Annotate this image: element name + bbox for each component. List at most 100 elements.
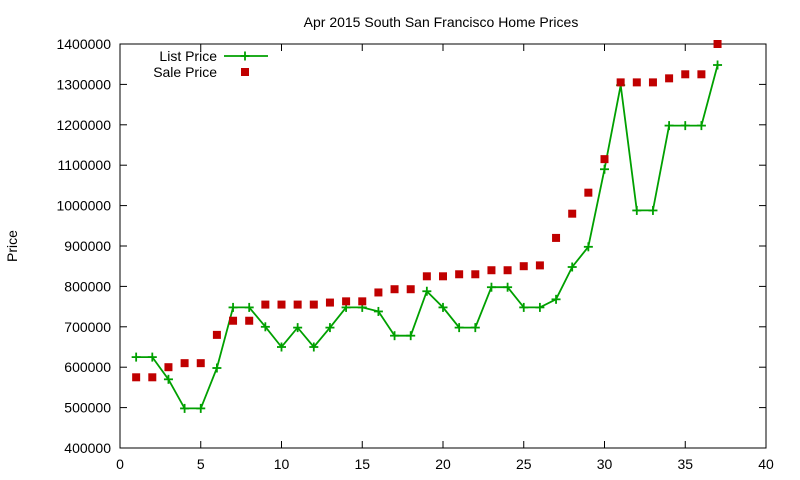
sale-price-point: [665, 74, 674, 83]
list-price-point: [680, 121, 690, 131]
list-price-point: [131, 352, 141, 362]
y-tick-label: 1100000: [58, 157, 112, 173]
legend-label: List Price: [159, 48, 217, 64]
sale-price-point: [358, 297, 367, 306]
sale-price-point: [713, 40, 722, 48]
list-price-point: [454, 323, 464, 333]
x-tick-label: 30: [597, 456, 613, 472]
list-price-point: [406, 331, 416, 341]
y-tick-label: 1000000: [56, 198, 111, 214]
y-tick-label: 700000: [64, 319, 111, 335]
list-price-point: [438, 302, 448, 312]
sale-price-point: [519, 262, 528, 271]
sale-price-point: [180, 359, 189, 368]
list-price-point: [583, 242, 593, 252]
sale-price-point: [164, 363, 173, 372]
series-list-price: [131, 60, 723, 413]
list-price-point: [551, 294, 561, 304]
sale-price-point: [148, 373, 157, 382]
x-tick-label: 20: [435, 456, 451, 472]
plot-border: [119, 43, 767, 449]
sale-price-point: [681, 70, 690, 79]
sale-price-point: [342, 297, 351, 306]
sale-price-point: [293, 300, 302, 309]
x-tick-label: 15: [354, 456, 370, 472]
sale-price-point: [422, 272, 431, 281]
sale-price-point: [648, 78, 657, 87]
sale-price-point: [196, 359, 205, 368]
sale-price-point: [632, 78, 641, 87]
series-sale-price: [132, 40, 722, 382]
list-price-point: [373, 306, 383, 316]
list-price-point: [648, 205, 658, 215]
x-tick-label: 35: [677, 456, 693, 472]
x-tick-label: 10: [274, 456, 290, 472]
y-tick-label: 1300000: [56, 76, 111, 92]
axes: 0 5 10 15 20 25 30 35 40 400000 500000 600000 700000…: [56, 36, 774, 472]
y-tick-label: 1200000: [56, 117, 111, 133]
list-price-point: [277, 342, 286, 352]
list-price-point: [713, 60, 723, 70]
sale-price-point: [600, 155, 609, 164]
list-price-point: [244, 302, 254, 312]
legend-plus-marker: [240, 51, 250, 61]
sale-price-point: [535, 261, 544, 270]
sale-price-point: [325, 298, 334, 307]
list-price-point: [325, 323, 335, 333]
list-price-point: [600, 164, 609, 174]
x-tick-label: 0: [116, 456, 124, 472]
sale-price-point: [390, 285, 399, 294]
sale-price-point: [552, 233, 561, 242]
list-price-point: [260, 322, 270, 332]
legend-label: Sale Price: [153, 64, 217, 80]
sale-price-point: [309, 300, 318, 309]
sale-price-point: [245, 316, 254, 325]
list-price-point: [696, 121, 706, 131]
list-price-point: [567, 262, 577, 272]
list-price-point: [390, 331, 400, 341]
list-price-point: [147, 352, 157, 362]
sale-price-point: [229, 316, 238, 325]
list-price-point: [664, 121, 674, 131]
sale-price-point: [487, 266, 496, 275]
list-price-point: [486, 282, 496, 292]
sale-price-point: [212, 330, 221, 339]
y-tick-label: 900000: [64, 238, 111, 254]
y-tick-label: 800000: [64, 278, 111, 294]
list-price-point: [293, 323, 303, 333]
sale-price-point: [261, 300, 270, 309]
series-layer: [131, 40, 723, 413]
sale-price-point: [697, 70, 706, 79]
x-tick-label: 40: [758, 456, 774, 472]
list-price-point: [180, 403, 190, 413]
sale-price-point: [616, 78, 625, 87]
list-price-point: [535, 302, 545, 312]
y-tick-label: 600000: [64, 359, 111, 375]
list-price-point: [422, 286, 432, 296]
list-price-point: [212, 363, 222, 373]
list-price-point: [470, 323, 480, 333]
list-price-point: [632, 205, 642, 215]
y-tick-label: 1400000: [56, 36, 111, 52]
sale-price-point: [568, 209, 577, 218]
chart-title: Apr 2015 South San Francisco Home Prices: [304, 14, 579, 30]
list-price-point: [519, 302, 529, 312]
sale-price-point: [374, 288, 383, 297]
y-tick-label: 500000: [64, 400, 111, 416]
sale-price-point: [471, 270, 480, 279]
list-price-point: [163, 374, 173, 384]
sale-price-point: [132, 373, 141, 382]
y-tick-label: 400000: [64, 440, 111, 456]
list-price-point: [309, 342, 319, 352]
x-tick-label: 25: [516, 456, 532, 472]
sale-price-point: [406, 285, 415, 294]
x-tick-label: 5: [197, 456, 205, 472]
list-price-point: [503, 282, 513, 292]
sale-price-point: [439, 272, 447, 281]
sale-price-point: [503, 266, 512, 275]
sale-price-point: [455, 270, 464, 279]
list-price-point: [196, 403, 206, 413]
sale-price-point: [584, 188, 593, 197]
